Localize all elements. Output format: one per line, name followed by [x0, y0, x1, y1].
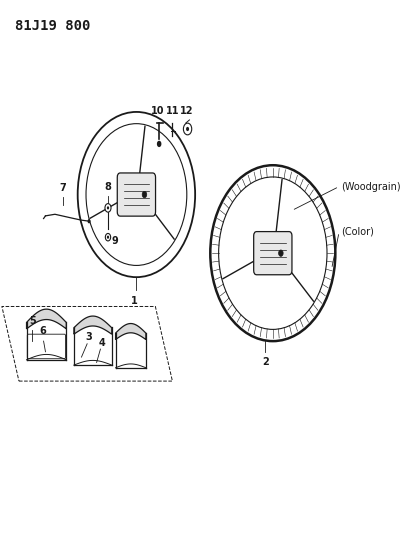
Text: 9: 9 [112, 237, 118, 246]
Text: 6: 6 [39, 326, 46, 336]
Circle shape [105, 204, 111, 212]
Polygon shape [26, 309, 66, 329]
Text: (Woodgrain): (Woodgrain) [341, 182, 400, 191]
Text: 11: 11 [166, 106, 179, 116]
Text: 10: 10 [151, 106, 164, 116]
Circle shape [219, 177, 327, 329]
Text: 2: 2 [262, 357, 269, 367]
Circle shape [86, 124, 187, 265]
Polygon shape [74, 316, 112, 334]
Text: 8: 8 [105, 182, 112, 192]
Text: 4: 4 [99, 337, 106, 348]
Circle shape [88, 219, 91, 223]
Circle shape [186, 127, 189, 131]
Circle shape [105, 233, 111, 241]
Text: 5: 5 [29, 316, 35, 326]
Circle shape [107, 206, 109, 209]
Circle shape [157, 141, 162, 147]
Text: 3: 3 [85, 332, 92, 342]
Text: 12: 12 [180, 106, 194, 116]
Circle shape [107, 236, 109, 239]
Text: (Color): (Color) [341, 227, 374, 237]
FancyBboxPatch shape [117, 173, 155, 216]
Text: 7: 7 [59, 183, 66, 193]
Circle shape [279, 250, 283, 256]
Circle shape [184, 123, 192, 135]
FancyBboxPatch shape [254, 231, 292, 274]
Text: 81J19 800: 81J19 800 [15, 19, 90, 33]
Text: 1: 1 [131, 296, 138, 306]
Circle shape [142, 191, 147, 198]
Polygon shape [116, 324, 146, 340]
